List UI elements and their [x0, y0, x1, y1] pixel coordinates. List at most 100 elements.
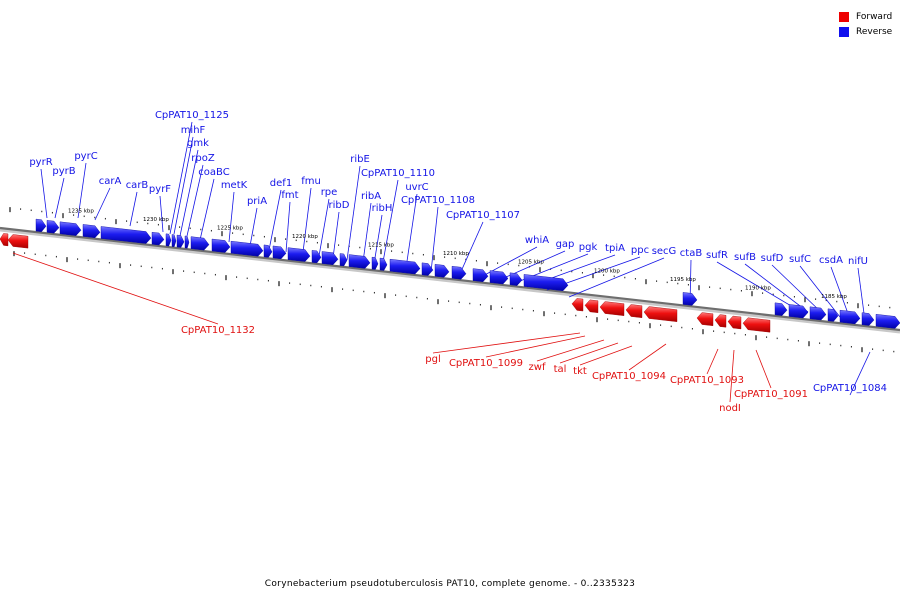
gene-label: tal — [554, 364, 567, 375]
reverse-gene-arrow — [489, 270, 509, 285]
reverse-gene-arrow — [171, 234, 177, 247]
gene-label: CpPAT10_1099 — [449, 358, 523, 369]
gene-label: secG — [652, 246, 677, 257]
leader-line — [54, 177, 65, 219]
gene-label: tpiA — [605, 243, 625, 254]
reverse-gene-arrow — [509, 272, 523, 286]
leader-line — [579, 345, 633, 366]
leader-line — [173, 136, 194, 235]
gene-label: ribA — [361, 191, 381, 202]
reverse-gene-arrow — [311, 250, 322, 264]
gene-label: CpPAT10_1091 — [734, 389, 808, 400]
leader-line — [430, 206, 439, 273]
gene-label: pgl — [425, 354, 440, 365]
leader-line — [559, 342, 619, 364]
reverse-gene-arrow — [682, 292, 698, 306]
reverse-gene-arrow — [287, 247, 311, 262]
gene-label: fmu — [301, 176, 321, 187]
gene-label: metK — [221, 180, 248, 191]
reverse-gene-arrow — [184, 235, 190, 249]
gene-label: CpPAT10_1108 — [401, 195, 475, 206]
scale-label: 1185 kbp — [821, 294, 847, 300]
gene-label: pyrR — [29, 157, 52, 168]
forward-gene-arrow — [696, 312, 714, 327]
reverse-gene-arrow — [190, 236, 210, 251]
leader-line — [12, 252, 219, 325]
reverse-gene-arrow — [523, 274, 569, 291]
leader-line — [169, 121, 193, 235]
gene-label: mihF — [181, 125, 206, 136]
leader-line — [744, 263, 809, 313]
leader-line — [332, 211, 340, 259]
forward-gene-arrow — [714, 314, 727, 328]
leader-line — [285, 201, 291, 253]
leader-line — [40, 168, 48, 219]
reverse-gene-arrow — [348, 254, 371, 269]
reverse-gene-arrow — [230, 240, 264, 257]
scale-label: 1200 kbp — [594, 268, 620, 274]
leader-line — [628, 343, 667, 371]
leader-line — [179, 149, 199, 237]
forward-gene-arrow — [727, 315, 742, 330]
leader-line — [186, 164, 204, 237]
reverse-gene-arrow — [176, 234, 185, 248]
gene-label: gmk — [187, 138, 209, 149]
reverse-gene-arrow — [82, 224, 101, 238]
reverse-gene-arrow — [839, 309, 861, 325]
leader-line — [485, 335, 586, 358]
gene-label: csdA — [819, 255, 843, 266]
reverse-gene-arrow — [272, 245, 287, 260]
leader-line — [129, 191, 138, 227]
forward-gene-arrow — [643, 306, 678, 322]
gene-label: pyrF — [149, 184, 171, 195]
forward-gene-arrow — [625, 304, 643, 318]
reverse-gene-arrow — [100, 226, 152, 244]
gene-label: CpPAT10_1107 — [446, 210, 520, 221]
legend-reverse-label: Reverse — [856, 26, 893, 37]
gene-label: fmt — [281, 190, 298, 201]
gene-label: CpPAT10_1125 — [155, 110, 229, 121]
leader-line — [382, 179, 399, 263]
gene-label: def1 — [270, 178, 292, 189]
reverse-swatch — [839, 26, 849, 37]
gene-label: CpPAT10_1132 — [181, 325, 255, 336]
gene-label: carA — [99, 176, 122, 187]
reverse-gene-arrow — [827, 308, 839, 322]
scale-label: 1230 kbp — [143, 217, 169, 223]
gene-label: ribH — [372, 203, 393, 214]
reverse-gene-arrow — [151, 231, 165, 246]
leader-line — [857, 267, 866, 322]
leader-line — [249, 207, 258, 247]
leader-line — [302, 187, 312, 253]
leader-line — [755, 349, 772, 389]
reverse-gene-arrow — [379, 257, 388, 271]
forward-gene-arrow — [584, 299, 599, 313]
leader-line — [799, 265, 841, 318]
scale-label: 1235 kbp — [68, 209, 94, 215]
gene-label: sufD — [761, 253, 784, 264]
genome-backbone — [0, 226, 900, 334]
gene-label: priA — [247, 196, 267, 207]
reverse-gene-arrow — [389, 258, 421, 275]
gene-label: rpe — [321, 187, 338, 198]
forward-gene-arrow — [599, 301, 625, 316]
gene-label: whiA — [525, 235, 549, 246]
gene-label: uvrC — [405, 182, 428, 193]
scale-label: 1195 kbp — [670, 277, 696, 283]
leader-line — [849, 351, 871, 396]
label-leader-lines — [12, 121, 871, 403]
reverse-gene-arrow — [371, 256, 379, 270]
reverse-gene-arrow — [46, 220, 60, 234]
reverse-gene-arrow — [809, 306, 827, 321]
reverse-gene-arrow — [861, 312, 875, 326]
gene-label: ctaB — [680, 248, 703, 259]
leader-line — [77, 162, 87, 219]
leader-line — [496, 250, 566, 282]
scale-label: 1210 kbp — [443, 251, 469, 257]
leader-line — [346, 165, 361, 261]
reverse-gene-arrow — [339, 253, 348, 267]
leader-line — [706, 348, 719, 375]
gene-label: tkt — [573, 366, 587, 377]
